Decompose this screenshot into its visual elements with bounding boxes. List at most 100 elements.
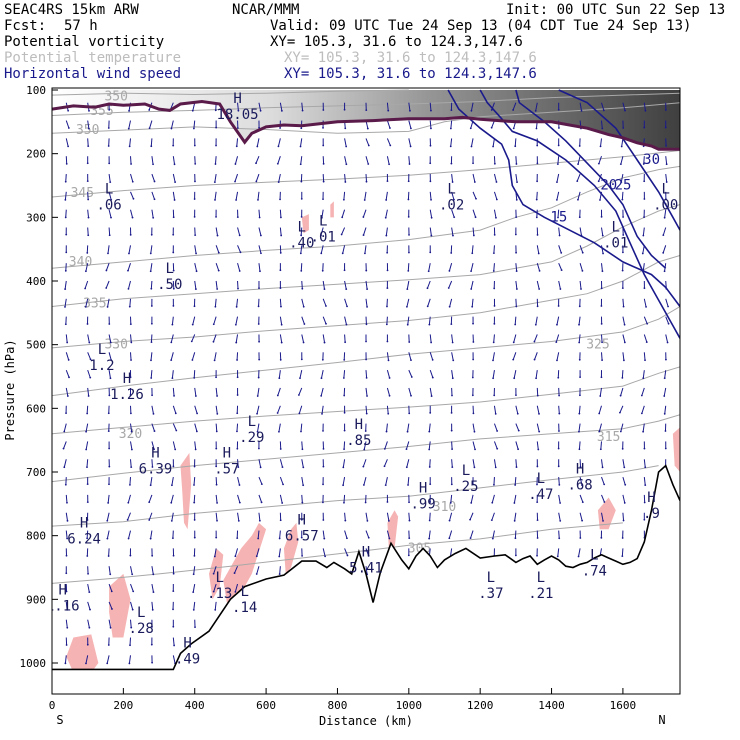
wind-vector-head (321, 412, 323, 415)
wind-vector-head (280, 341, 283, 344)
wind-vector (257, 423, 260, 432)
wind-vector (150, 138, 153, 147)
wind-vector (108, 191, 112, 200)
wind-vector (405, 441, 410, 450)
wind-vector-head (215, 536, 218, 539)
wind-vector (107, 298, 110, 308)
wind-vector-head (260, 501, 263, 504)
wind-vector-head (556, 323, 558, 326)
wind-vector (214, 156, 217, 165)
wind-vector (514, 512, 517, 521)
wind-vector-head (153, 198, 156, 201)
wind-vector-head (108, 234, 111, 237)
wind-vector (451, 459, 453, 468)
wind-vector-head (408, 251, 410, 254)
wind-vector (536, 280, 540, 290)
wind-vector-head (234, 180, 236, 183)
extremum-value: .01 (603, 236, 628, 252)
wind-vector (322, 530, 325, 539)
wind-vector-head (282, 483, 284, 486)
wind-vector-head (236, 127, 239, 129)
wind-vector (601, 512, 604, 521)
wind-vector-head (388, 537, 391, 540)
wind-vector (108, 601, 113, 610)
wind-vector-head (621, 447, 624, 450)
wind-vector-head (579, 376, 581, 379)
wind-vector (643, 102, 646, 111)
wind-vector-head (667, 305, 669, 308)
wind-vector-head (365, 377, 368, 379)
wind-vector-head (170, 127, 173, 130)
wind-vector (429, 352, 434, 361)
wind-vector-head (172, 608, 174, 611)
wind-vector-head (151, 554, 154, 557)
wind-vector-head (363, 448, 366, 451)
wind-vector-head (512, 341, 515, 344)
wind-vector (558, 512, 561, 521)
wind-vector (470, 263, 474, 272)
wind-vector-head (150, 233, 153, 236)
wind-vector (556, 316, 560, 325)
wind-vector (215, 405, 218, 414)
wind-vector-head (257, 376, 260, 379)
wind-vector-head (496, 447, 499, 450)
wind-vector (237, 494, 241, 503)
wind-vector-head (366, 519, 369, 522)
wind-vector-head (320, 394, 323, 397)
wind-vector-head (107, 412, 110, 415)
wind-vector-head (212, 323, 215, 326)
wind-vector-head (280, 109, 283, 112)
wind-vector (300, 227, 303, 236)
wind-vector-head (128, 252, 130, 255)
theta-contour-label: 335 (83, 296, 106, 311)
wind-vector-head (257, 537, 260, 540)
wind-vector (256, 405, 260, 414)
wind-vector-head (367, 163, 370, 165)
wind-vector-head (172, 465, 175, 468)
wind-vector-head (470, 145, 473, 148)
wind-vector (65, 619, 68, 628)
wind-vector (151, 209, 154, 218)
wind-vector-head (171, 484, 173, 487)
wind-vector (363, 476, 367, 486)
wind-vector-head (362, 484, 365, 486)
wind-vector-head (577, 163, 579, 166)
wind-vector-head (535, 377, 537, 380)
valid-time: Valid: 09 UTC Tue 24 Sep 13 (04 CDT Tue … (270, 18, 692, 34)
wind-vector (579, 280, 582, 290)
y-tick-label: 900 (26, 593, 46, 606)
wind-vector (515, 459, 517, 468)
wind-vector-head (559, 288, 562, 290)
wind-vector-head (556, 359, 558, 362)
wind-vector-head (408, 412, 411, 415)
wind-vector-head (172, 251, 175, 254)
wind-vector-head (152, 216, 155, 219)
wind-vector (298, 387, 303, 396)
wind-vector (108, 227, 111, 236)
wind-vector-head (493, 394, 496, 397)
wind-vector (192, 102, 196, 111)
wind-vector-head (491, 537, 494, 540)
extremum-value: .57 (214, 462, 239, 478)
wind-vector-head (410, 127, 412, 130)
wind-vector-head (470, 109, 473, 112)
wind-vector-head (451, 341, 454, 344)
wind-vector (365, 280, 368, 290)
wind-vector-head (65, 572, 68, 575)
theta-contour (52, 306, 680, 397)
wind-vector-head (85, 662, 87, 665)
wind-vector-head (383, 465, 386, 468)
wind-vector-head (449, 127, 452, 130)
wind-vector-head (640, 394, 643, 397)
wind-vector-head (642, 163, 645, 165)
wind-vector-head (320, 216, 323, 219)
wind-vector (642, 263, 645, 272)
wind-vector-head (322, 144, 325, 147)
wind-vector (448, 530, 453, 539)
wind-vector (215, 245, 220, 253)
wind-vector (472, 191, 477, 199)
wind-vector-head (256, 145, 259, 148)
wind-vector-head (299, 163, 302, 166)
wind-vector (429, 334, 432, 343)
wind-vector (557, 548, 560, 557)
